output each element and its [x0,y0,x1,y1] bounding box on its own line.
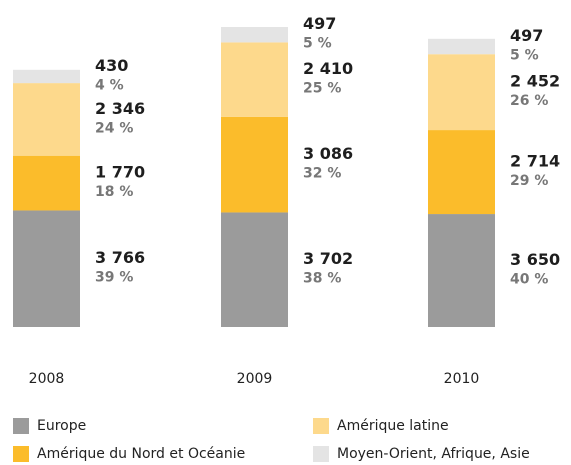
bar-segment [13,83,80,156]
share-label: 32 % [303,166,341,182]
bar-segment [13,155,80,211]
bar-segment [221,42,288,117]
share-label: 18 % [95,184,133,200]
bar-segment [221,212,288,327]
share-label: 25 % [303,81,341,97]
legend-label: Europe [37,418,86,434]
value-label: 2 410 [303,59,353,78]
legend-swatch [313,418,329,434]
x-tick-label: 2010 [444,371,480,387]
value-label: 3 650 [510,250,560,269]
bar-segment [221,116,288,213]
share-label: 38 % [303,271,341,287]
legend-swatch [13,446,29,462]
value-label: 3 766 [95,248,145,267]
value-label: 2 346 [95,99,145,118]
value-label: 2 452 [510,72,560,91]
value-label: 3 702 [303,249,353,268]
x-tick-label: 2008 [29,371,65,387]
value-label: 497 [303,14,336,33]
share-label: 4 % [95,77,124,93]
value-label: 2 714 [510,152,560,171]
value-label: 1 770 [95,163,145,182]
share-label: 29 % [510,173,548,189]
value-label: 3 086 [303,144,353,163]
share-label: 39 % [95,270,133,286]
share-label: 26 % [510,93,548,109]
share-label: 5 % [303,36,332,52]
bar-segment [428,130,495,215]
value-label: 430 [95,56,128,75]
bar-segment [13,69,80,84]
legend-swatch [13,418,29,434]
bar-segment [428,38,495,55]
bar-segment [221,27,288,43]
x-tick-label: 2009 [237,371,273,387]
legend-label: Amérique latine [337,418,449,434]
bar-segment [428,54,495,131]
share-label: 5 % [510,48,539,64]
bar-segment [428,214,495,327]
share-label: 40 % [510,272,548,288]
bar-segment [13,210,80,327]
legend-label: Moyen-Orient, Afrique, Asie [337,446,530,462]
value-label: 497 [510,26,543,45]
legend-label: Amérique du Nord et Océanie [37,446,245,462]
share-label: 24 % [95,120,133,136]
legend-swatch [313,446,329,462]
